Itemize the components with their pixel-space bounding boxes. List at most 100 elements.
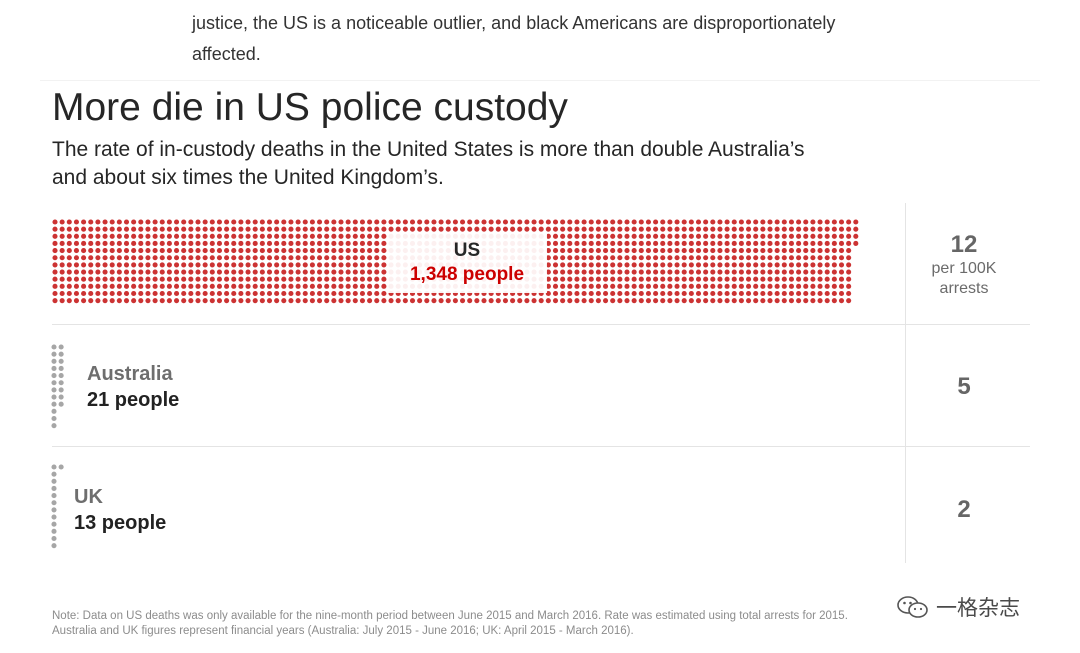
us-death-dot — [817, 298, 823, 304]
us-death-dot — [831, 262, 837, 268]
us-death-dot — [288, 233, 294, 239]
us-death-dot — [574, 283, 580, 289]
us-death-dot — [152, 233, 158, 239]
us-death-dot — [181, 240, 187, 246]
us-death-dot — [774, 269, 780, 275]
us-death-dot — [574, 269, 580, 275]
us-death-dot — [302, 269, 308, 275]
us-death-dot — [645, 240, 651, 246]
us-death-dot — [181, 262, 187, 268]
uk-death-dot — [51, 507, 57, 513]
us-death-dot — [767, 276, 773, 282]
us-death-dot — [767, 298, 773, 304]
us-death-dot — [395, 298, 401, 304]
us-death-dot — [610, 276, 616, 282]
us-death-dot — [145, 290, 151, 297]
us-death-dot — [252, 226, 258, 232]
us-death-dot — [245, 269, 251, 275]
us-death-dot — [753, 283, 759, 289]
us-death-dot — [674, 269, 680, 275]
us-death-dot — [681, 262, 687, 268]
us-death-dot — [202, 269, 208, 275]
us-death-dot — [281, 248, 287, 254]
us-death-dot — [367, 255, 373, 261]
us-death-dot — [817, 262, 823, 268]
us-death-dot — [216, 262, 222, 268]
us-death-dot — [460, 219, 466, 225]
us-death-dot — [674, 219, 680, 225]
us-death-dot — [166, 298, 172, 304]
us-death-dot — [181, 283, 187, 289]
us-death-dot — [367, 290, 373, 297]
us-death-dot — [781, 255, 787, 261]
us-death-dot — [810, 283, 816, 289]
us-death-dot — [738, 276, 744, 282]
us-death-dot — [131, 276, 137, 282]
us-death-dot — [760, 262, 766, 268]
us-death-dot — [610, 269, 616, 275]
us-death-dot — [531, 298, 537, 304]
us-death-dot — [252, 255, 258, 261]
us-death-dot — [545, 248, 551, 254]
us-death-dot — [846, 233, 852, 239]
us-death-dot — [738, 219, 744, 225]
us-death-dot — [138, 290, 144, 297]
us-death-dot — [638, 283, 644, 289]
us-death-dot — [846, 219, 852, 225]
us-death-dot — [817, 219, 823, 225]
us-death-dot — [123, 290, 130, 297]
us-death-dot — [274, 240, 280, 246]
us-death-dot — [81, 262, 87, 268]
us-death-dot — [245, 240, 251, 246]
us-death-dot — [717, 219, 723, 225]
us-death-dot — [231, 219, 237, 225]
us-death-dot — [545, 262, 551, 268]
us-death-dot — [195, 269, 201, 275]
row-divider-2 — [52, 446, 1030, 447]
us-death-dot — [145, 262, 151, 268]
us-death-dot — [138, 240, 144, 246]
us-death-dot — [660, 233, 666, 239]
us-death-dot — [738, 283, 744, 289]
us-death-dot — [381, 255, 387, 261]
us-death-dot — [581, 240, 587, 246]
us-death-dot — [317, 262, 323, 268]
us-death-dot — [102, 226, 108, 232]
us-death-dot — [302, 262, 308, 268]
us-death-dot — [345, 226, 351, 232]
us-death-dot — [710, 298, 716, 304]
us-death-dot — [324, 283, 330, 289]
us-death-dot — [152, 276, 158, 282]
us-death-dot — [288, 226, 294, 232]
us-death-dot — [710, 269, 716, 275]
us-death-dot — [231, 269, 237, 275]
us-death-dot — [88, 226, 94, 232]
us-death-dot — [281, 219, 287, 225]
us-death-dot — [645, 298, 651, 304]
us-death-dot — [138, 233, 144, 239]
us-death-dot — [738, 226, 744, 232]
us-death-dot — [624, 219, 630, 225]
us-death-dot — [653, 276, 659, 282]
us-death-dot — [324, 255, 330, 261]
us-death-dot — [588, 298, 594, 304]
us-death-dot — [831, 255, 837, 261]
us-death-dot — [653, 248, 659, 254]
us-death-dot — [838, 233, 845, 239]
us-death-dot — [259, 240, 265, 246]
us-death-dot — [338, 262, 344, 268]
us-death-dot — [338, 226, 344, 232]
us-death-dot — [831, 226, 837, 232]
us-death-dot — [281, 283, 287, 289]
us-death-dot — [224, 298, 230, 304]
us-death-dot — [796, 233, 802, 239]
us-death-dot — [116, 255, 122, 261]
us-death-dot — [631, 248, 637, 254]
us-death-dot — [567, 283, 573, 289]
us-death-dot — [317, 290, 323, 297]
us-death-dot — [274, 276, 280, 282]
us-death-dot — [667, 255, 673, 261]
us-death-dot — [846, 269, 852, 275]
us-death-dot — [674, 298, 680, 304]
us-death-dot — [352, 262, 358, 268]
